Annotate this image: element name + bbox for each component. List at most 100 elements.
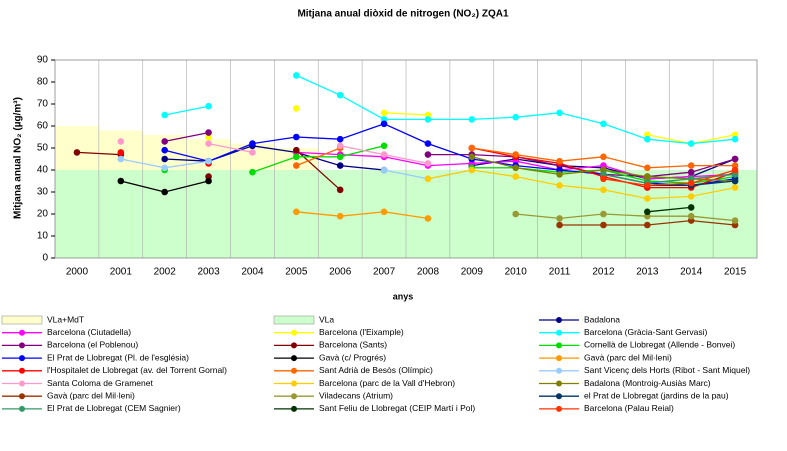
legend-marker: [556, 393, 562, 400]
data-point: [73, 149, 81, 156]
x-tick-label: 2009: [461, 267, 484, 278]
data-point: [600, 221, 607, 229]
area-band: [230, 170, 275, 258]
legend-marker: [19, 405, 25, 412]
data-point: [424, 160, 432, 167]
legend-marker: [19, 342, 25, 349]
legend-label: Barcelona (Sants): [319, 340, 387, 350]
data-point: [644, 173, 651, 180]
data-point: [336, 142, 344, 150]
data-point: [293, 72, 300, 79]
x-tick-label: 2008: [417, 267, 440, 278]
series-line: [384, 112, 428, 116]
legend-label: l'Hospitalet de Llobregat (av. del Torre…: [47, 365, 227, 375]
y-tick-label: 60: [37, 121, 49, 132]
y-tick-label: 80: [37, 77, 49, 88]
legend-marker: [556, 342, 562, 349]
data-point: [731, 166, 739, 174]
legend-marker: [19, 329, 25, 336]
legend-swatch: [1, 315, 43, 325]
data-point: [731, 135, 739, 143]
series-line: [296, 147, 341, 167]
legend-label: el Prat de Llobregat (jardins de la pau): [584, 390, 729, 400]
series-line: [208, 142, 253, 154]
data-point: [117, 177, 125, 185]
legend-label: Barcelona (parc de la Vall d'Hebron): [319, 378, 455, 388]
data-point: [161, 146, 168, 154]
legend-label: Gavà (parc del Mil·leni): [47, 390, 135, 400]
x-tick-label: 2015: [724, 267, 747, 278]
data-point: [380, 151, 388, 158]
series-line: [515, 213, 736, 222]
plot-frame: [54, 59, 758, 259]
legend-label: Cornellà de Llobregat (Allende - Bonvei): [584, 340, 735, 350]
data-point: [117, 155, 125, 163]
data-point: [205, 102, 212, 110]
y-tick-label: 30: [37, 187, 49, 198]
legend-label: Badalona (Montroig-Ausiàs Marc): [584, 378, 711, 388]
legend-marker: [19, 380, 25, 387]
legend-label: VLa+MdT: [47, 314, 84, 324]
data-point: [687, 193, 695, 200]
data-point: [512, 151, 519, 158]
data-point: [687, 179, 695, 187]
x-tick-label: 2005: [285, 267, 308, 278]
data-point: [380, 142, 388, 150]
legend-label: El Prat de Llobregat (CEM Sagnier): [47, 403, 181, 413]
legend-marker: [291, 367, 297, 374]
data-point: [556, 157, 563, 165]
data-point: [644, 135, 651, 143]
data-point: [293, 153, 300, 161]
legend-label: Barcelona (l'Eixample): [319, 327, 404, 337]
data-point: [249, 149, 256, 156]
data-point: [380, 208, 388, 216]
data-point: [249, 168, 256, 176]
data-point: [731, 155, 739, 163]
data-point: [731, 217, 739, 224]
data-point: [556, 171, 563, 178]
data-point: [117, 138, 125, 145]
x-tick-label: 2006: [329, 267, 352, 278]
legend-marker: [556, 355, 562, 362]
data-point: [336, 153, 344, 161]
series-line: [427, 169, 736, 200]
data-point: [424, 140, 432, 147]
data-point: [380, 120, 388, 128]
data-point: [468, 116, 476, 123]
y-tick-label: 10: [37, 231, 49, 242]
data-point: [600, 210, 607, 218]
data-point: [556, 215, 563, 222]
legend-marker: [291, 393, 297, 400]
legend-label: Gavà (c/ Progrés): [319, 352, 386, 362]
data-point: [205, 129, 212, 136]
legend-marker: [291, 380, 297, 387]
data-point: [644, 164, 651, 172]
data-point: [687, 168, 695, 176]
legend-label: Barcelona (Ciutadella): [47, 327, 131, 337]
legend-marker: [556, 329, 562, 336]
data-point: [512, 164, 519, 172]
legend-marker: [19, 355, 25, 362]
data-point: [293, 162, 300, 169]
legend-marker: [556, 317, 562, 323]
legend-marker: [556, 367, 562, 374]
legend-marker: [291, 405, 297, 412]
y-axis-label: Mitjana anual NO₂ (µg/m³): [13, 97, 24, 219]
data-point: [293, 208, 300, 216]
chart-title: Mitjana anual diòxid de nitrogen (NO₂) Z…: [297, 9, 509, 20]
data-point: [731, 184, 739, 191]
data-point: [161, 188, 168, 196]
x-tick-label: 2003: [197, 267, 220, 278]
legend-label: VLa: [319, 314, 334, 324]
series-line: [76, 151, 121, 156]
data-point: [687, 162, 695, 169]
legend-label: Santa Coloma de Gramenet: [47, 378, 153, 388]
data-point: [687, 204, 695, 211]
x-tick-label: 2002: [154, 267, 177, 278]
legend-label: Viladecans (Atrium): [319, 390, 393, 400]
data-point: [293, 133, 300, 141]
data-point: [424, 175, 432, 183]
x-tick-label: 2013: [636, 267, 659, 278]
data-point: [336, 186, 344, 194]
data-point: [161, 111, 168, 119]
